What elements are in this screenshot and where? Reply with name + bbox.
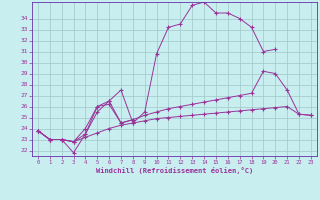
X-axis label: Windchill (Refroidissement éolien,°C): Windchill (Refroidissement éolien,°C) [96, 167, 253, 174]
